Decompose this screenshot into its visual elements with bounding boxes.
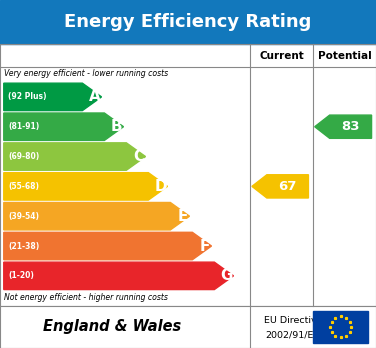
Text: G: G	[221, 268, 233, 283]
Polygon shape	[4, 173, 168, 200]
Text: 67: 67	[279, 180, 297, 193]
Text: (39-54): (39-54)	[8, 212, 39, 221]
Text: Not energy efficient - higher running costs: Not energy efficient - higher running co…	[4, 293, 168, 302]
Text: (55-68): (55-68)	[8, 182, 39, 191]
Text: EU Directive: EU Directive	[264, 316, 322, 325]
Text: Very energy efficient - lower running costs: Very energy efficient - lower running co…	[4, 69, 168, 78]
Text: Energy Efficiency Rating: Energy Efficiency Rating	[64, 13, 312, 31]
Text: (21-38): (21-38)	[8, 242, 39, 251]
Text: (1-20): (1-20)	[8, 271, 34, 280]
Text: A: A	[89, 89, 101, 104]
Text: C: C	[133, 149, 144, 164]
Bar	[313, 311, 368, 343]
Text: E: E	[177, 209, 188, 224]
Polygon shape	[252, 175, 308, 198]
Polygon shape	[4, 203, 190, 230]
Polygon shape	[4, 232, 211, 260]
Polygon shape	[315, 115, 371, 139]
Text: (92 Plus): (92 Plus)	[8, 92, 47, 101]
Text: B: B	[111, 119, 123, 134]
Text: England & Wales: England & Wales	[43, 319, 182, 334]
Text: (69-80): (69-80)	[8, 152, 39, 161]
Text: Potential: Potential	[318, 51, 371, 61]
Text: D: D	[155, 179, 167, 194]
Polygon shape	[4, 143, 146, 170]
Polygon shape	[4, 83, 102, 111]
Text: F: F	[200, 238, 210, 254]
Text: (81-91): (81-91)	[8, 122, 39, 131]
Text: 2002/91/EC: 2002/91/EC	[265, 331, 320, 340]
Bar	[0, 0, 376, 44]
Text: Current: Current	[259, 51, 304, 61]
Polygon shape	[4, 262, 233, 290]
Bar	[0, 44, 376, 306]
Polygon shape	[4, 113, 123, 141]
Bar	[0, 306, 376, 348]
Text: 83: 83	[341, 120, 360, 133]
